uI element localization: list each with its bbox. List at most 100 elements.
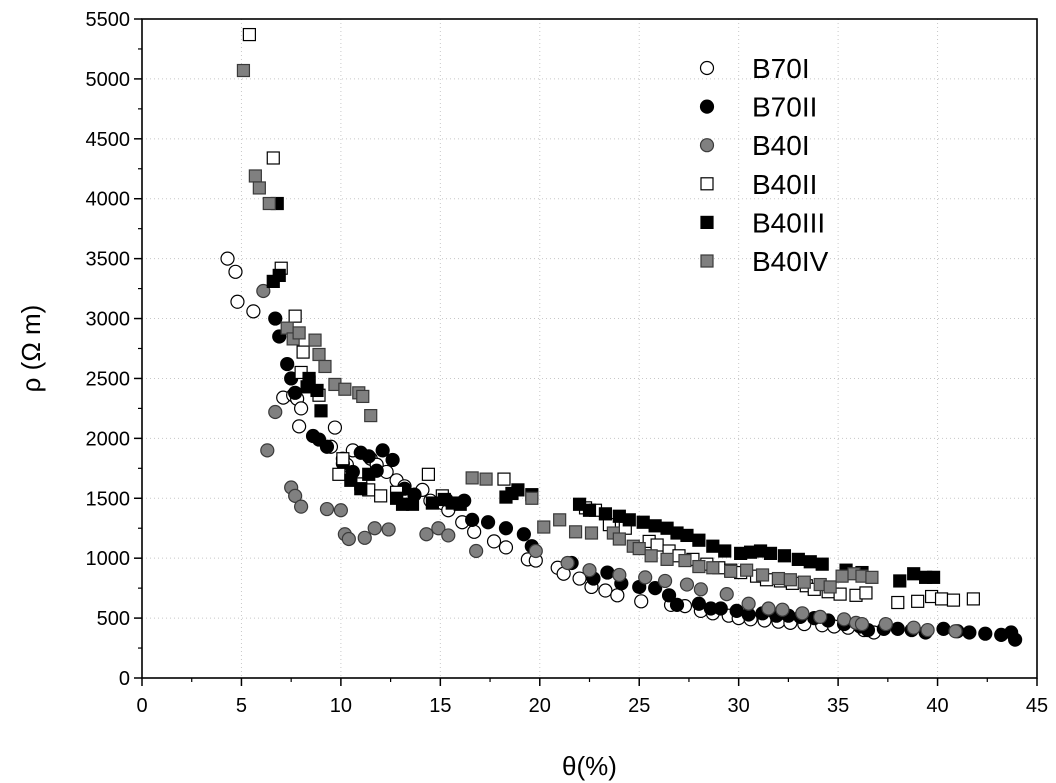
data-point-b40i [256,283,271,299]
data-point-b40iii [648,519,662,533]
data-point-b40iv [755,568,770,582]
y-tick-label: 4500 [86,129,131,151]
data-point-b40i [319,501,335,517]
data-point-b70ii [600,565,615,580]
data-point-b40i [741,596,756,611]
data-point-b40i [836,612,852,627]
x-tick-labels: 0 5 10 15 20 25 30 35 40 45 [136,695,1048,717]
data-point-b40ii [242,27,256,42]
legend-item-b40iii: B40III [700,207,825,238]
data-point-b70ii [465,512,480,527]
legend-label-b40iii: B40III [752,207,825,238]
data-point-b40iv [553,513,567,527]
series-b40iv [236,63,879,594]
data-point-b40iv [740,563,754,577]
legend: B70I B70II B40I B40II B40III B40IV [699,53,829,277]
data-point-b70ii [385,452,400,468]
data-point-b40iii [815,557,829,571]
data-point-b40iv [660,552,674,566]
data-point-b40i [560,555,575,571]
x-tick-label: 30 [728,695,750,717]
x-axis-title: θ(%) [562,751,617,781]
y-tick-label: 2000 [86,428,131,450]
y-tick-label: 1500 [86,488,131,510]
data-point-b40ii [497,472,511,486]
data-point-b40iv [479,472,493,486]
data-point-b70ii [516,527,531,542]
data-point-b40iv [312,347,326,362]
data-point-b70i [634,594,649,609]
x-tick-label: 25 [628,695,650,717]
y-tick-label: 3500 [86,249,131,271]
legend-marker-b40i [699,138,715,153]
data-point-b40iii [582,503,597,517]
legend-marker-b40iv [700,254,714,268]
data-point-b40ii [296,345,310,359]
data-point-b40i [528,543,543,559]
data-point-b70i [230,294,245,309]
x-tick-label: 40 [926,695,948,717]
data-point-b70ii [268,311,283,326]
data-point-b40i [469,543,484,559]
legend-item-b70i: B70I [699,53,810,84]
data-point-b40iii [803,555,817,569]
data-point-b70ii [669,597,685,613]
data-point-b40iii [405,497,420,511]
data-point-b40iii [344,473,358,487]
y-tick-label: 2500 [86,368,131,390]
data-point-b40i [657,573,673,589]
data-point-b70ii [691,596,706,611]
data-point-b70ii [361,449,376,464]
data-point-b70i [486,534,502,549]
x-tick-label: 20 [529,695,551,717]
legend-item-b40ii: B40II [700,169,817,200]
x-tick-label: 10 [330,695,352,717]
data-point-b40i [441,528,456,543]
x-tick-label: 0 [136,695,147,717]
data-point-b40ii [288,309,302,323]
legend-item-b70ii: B70II [699,92,817,123]
data-point-b40iv [465,471,479,485]
y-tick-label: 0 [119,668,130,690]
data-point-b40i [638,570,653,585]
data-point-b70i [598,583,613,598]
data-point-b40i [260,443,275,458]
data-point-b70ii [713,601,728,616]
data-point-b40ii [266,151,280,165]
data-point-b40iv [771,571,786,586]
y-tick-label: 500 [97,608,130,630]
x-tick-label: 45 [1026,695,1048,717]
data-point-b40iii [354,482,368,496]
series-b40i [256,283,963,639]
data-point-b40i [761,601,776,616]
data-point-b40iii [763,546,778,560]
data-point-b40ii [332,467,346,481]
data-point-b40iv [865,570,879,584]
data-point-b70i [467,524,482,539]
data-point-b40ii [336,452,350,466]
x-tick-label: 5 [236,695,247,717]
data-point-b70i [327,420,343,435]
data-point-b70ii [498,521,514,536]
data-point-b70ii [962,625,977,640]
data-point-b40iv [706,561,720,575]
data-point-b40iv [252,181,266,195]
data-point-b40iv [364,408,378,423]
data-point-b40i [294,499,309,514]
legend-item-b40i: B40I [699,130,810,161]
data-point-b70i [294,401,309,416]
y-tick-label: 3000 [86,309,131,331]
data-point-b70ii [661,588,677,603]
data-point-b40ii [966,592,980,606]
data-point-b40iv [783,573,797,587]
data-point-b40ii [859,586,873,600]
legend-label-b40ii: B40II [752,169,817,200]
data-point-b40i [582,563,597,578]
data-point-b40iv [318,359,332,374]
data-point-b40i [920,622,935,638]
data-point-b40iii [636,515,650,529]
data-point-b40i [357,530,372,545]
data-point-b40iii [622,513,636,527]
data-point-b40iv [525,491,539,505]
